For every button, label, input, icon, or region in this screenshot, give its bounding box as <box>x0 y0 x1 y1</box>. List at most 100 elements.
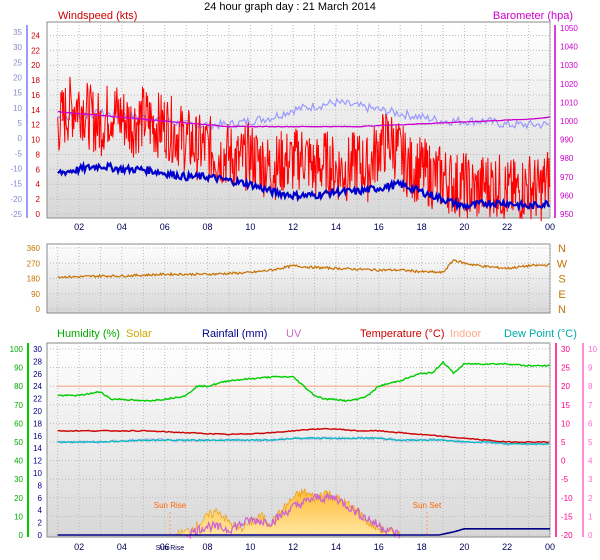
humidity-tick: 30 <box>14 475 23 484</box>
x-tick-label: 02 <box>74 222 84 232</box>
wind-left-tick: 24 <box>31 31 40 40</box>
temp-tick: -20 <box>561 531 573 540</box>
baro-tick: 980 <box>560 154 574 163</box>
uv-tick: 3 <box>588 475 593 484</box>
x-tick-label: 20 <box>459 222 469 232</box>
rain-tick: 28 <box>33 357 42 366</box>
multi-ticks: 1009080706050403020100302826242220181614… <box>10 345 598 552</box>
temp-tick: 15 <box>561 401 570 410</box>
temp-tick: -10 <box>561 494 573 503</box>
temp-tick: 30 <box>561 345 570 354</box>
rain-tick: 0 <box>38 531 43 540</box>
x-tick-label: 12 <box>288 542 298 552</box>
outer-left-tick: -15 <box>10 180 22 189</box>
wind-left-tick: 6 <box>36 165 41 174</box>
outer-left-tick: 15 <box>13 89 22 98</box>
dir-grid <box>47 244 551 313</box>
rain-tick: 8 <box>38 481 43 490</box>
humidity-tick: 0 <box>19 531 24 540</box>
temperature-line <box>57 427 550 444</box>
x-tick-label: 00 <box>545 542 555 552</box>
rain-tick: 24 <box>33 382 42 391</box>
baro-tick: 1020 <box>560 80 578 89</box>
x-tick-label: 22 <box>502 542 512 552</box>
baro-tick: 970 <box>560 173 574 182</box>
humidity-tick: 50 <box>14 438 23 447</box>
uv-tick: 4 <box>588 457 593 466</box>
windspeed-line <box>57 76 551 222</box>
sun-rise-label: Sun Rise <box>154 501 187 510</box>
uv-line <box>185 493 401 540</box>
x-tick-label: 16 <box>374 222 384 232</box>
uv-label: UV <box>286 328 302 340</box>
x-tick-label: 04 <box>117 542 127 552</box>
uv-tick: 6 <box>588 419 593 428</box>
multi-series <box>57 360 551 540</box>
dir-series <box>57 259 551 279</box>
baro-tick: 1040 <box>560 43 578 52</box>
humidity-tick: 20 <box>14 494 23 503</box>
temp-tick: 0 <box>561 457 566 466</box>
humidity-tick: 60 <box>14 419 23 428</box>
temperature-label: Temperature (°C) <box>360 328 444 340</box>
wind-left-tick: 8 <box>36 150 41 159</box>
uv-tick: 2 <box>588 494 593 503</box>
uv-tick: 7 <box>588 401 593 410</box>
x-tick-label: 08 <box>203 542 213 552</box>
baro-tick: 950 <box>560 210 574 219</box>
x-tick-label: 12 <box>288 222 298 232</box>
rain-tick: 4 <box>38 506 43 515</box>
rain-tick: 20 <box>33 407 42 416</box>
uv-tick: 1 <box>588 512 593 521</box>
rain-tick: 12 <box>33 457 42 466</box>
wind-left-tick: 10 <box>31 136 40 145</box>
x-tick-label: 20 <box>459 542 469 552</box>
rainfall-label: Rainfall (mm) <box>202 328 267 340</box>
wind-left-tick: 14 <box>31 106 40 115</box>
outer-left-tick: -20 <box>10 195 22 204</box>
x-tick-label: 00 <box>545 222 555 232</box>
temp-tick: -5 <box>561 475 569 484</box>
rainfall-line <box>57 528 550 536</box>
x-tick-label: 08 <box>203 222 213 232</box>
uv-tick: 8 <box>588 382 593 391</box>
rain-tick: 6 <box>38 494 43 503</box>
dir-right-label: E <box>558 289 565 301</box>
wind-ticks: 24222018161412108642035302520151050-5-10… <box>10 24 578 232</box>
humidity-tick: 10 <box>14 512 23 521</box>
outer-left-tick: 10 <box>13 104 22 113</box>
baro-tick: 1010 <box>560 98 578 107</box>
rain-tick: 26 <box>33 370 42 379</box>
wind-left-tick: 4 <box>36 180 41 189</box>
wind-left-tick: 20 <box>31 61 40 70</box>
page-title: 24 hour graph day : 21 March 2014 <box>204 1 376 13</box>
outer-left-tick: -10 <box>10 165 22 174</box>
baro-tick: 960 <box>560 191 574 200</box>
rain-tick: 10 <box>33 469 42 478</box>
x-tick-label: 10 <box>245 222 255 232</box>
outer-left-tick: 30 <box>13 43 22 52</box>
rain-tick: 14 <box>33 444 42 453</box>
baro-tick: 990 <box>560 136 574 145</box>
x-tick-label: 14 <box>331 542 341 552</box>
x-tick-label: 16 <box>374 542 384 552</box>
outer-left-tick: 20 <box>13 74 22 83</box>
dir-left-tick: 360 <box>27 244 41 253</box>
x-tick-label: 10 <box>245 542 255 552</box>
wind-left-tick: 2 <box>36 195 41 204</box>
outer-left-tick: 25 <box>13 58 22 67</box>
solar-area <box>174 488 401 536</box>
outer-left-tick: 5 <box>18 119 23 128</box>
x-tick-label: 06 <box>160 542 170 552</box>
wind-left-tick: 18 <box>31 76 40 85</box>
baro-tick: 1000 <box>560 117 578 126</box>
humidity-tick: 80 <box>14 382 23 391</box>
wind-left-tick: 16 <box>31 91 40 100</box>
x-tick-label: 22 <box>502 222 512 232</box>
x-tick-label: 02 <box>74 542 84 552</box>
humidity-line <box>57 360 550 403</box>
indoor-label: Indoor <box>450 328 482 340</box>
